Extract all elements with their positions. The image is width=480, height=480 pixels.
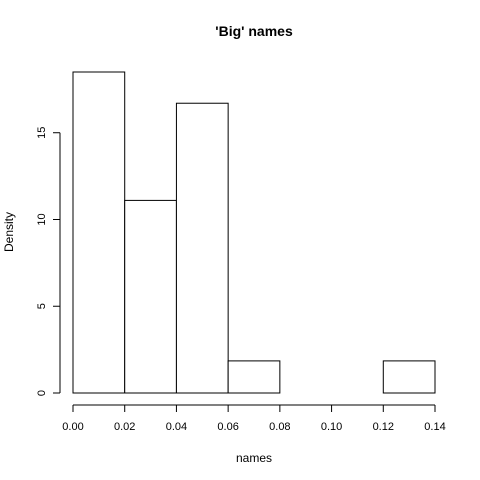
y-tick-label: 0: [36, 390, 48, 396]
x-tick-label: 0.14: [424, 421, 445, 433]
y-tick-label: 5: [36, 303, 48, 309]
x-tick-label: 0.04: [166, 421, 187, 433]
x-tick-label: 0.12: [373, 421, 394, 433]
histogram-bar: [382, 360, 436, 394]
histogram-bar: [72, 71, 126, 394]
x-tick-label: 0.08: [269, 421, 290, 433]
x-axis-label: names: [236, 451, 272, 465]
bars: [72, 71, 436, 394]
y-tick-label: 15: [36, 127, 48, 139]
x-tick-label: 0.10: [321, 421, 342, 433]
x-tick-label: 0.02: [114, 421, 135, 433]
histogram-bar: [175, 102, 229, 394]
x-tick-label: 0.06: [217, 421, 238, 433]
x-axis: 0.00 0.02 0.04 0.06 0.08 0.10 0.12 0.14: [62, 404, 446, 433]
histogram-bar: [124, 199, 177, 394]
y-axis-label: Density: [2, 212, 16, 252]
chart-title: 'Big' names: [215, 23, 293, 39]
y-axis: 0 5 10 15: [36, 127, 61, 396]
histogram-bar: [227, 360, 281, 394]
x-tick-label: 0.00: [62, 421, 83, 433]
y-tick-label: 10: [36, 213, 48, 225]
